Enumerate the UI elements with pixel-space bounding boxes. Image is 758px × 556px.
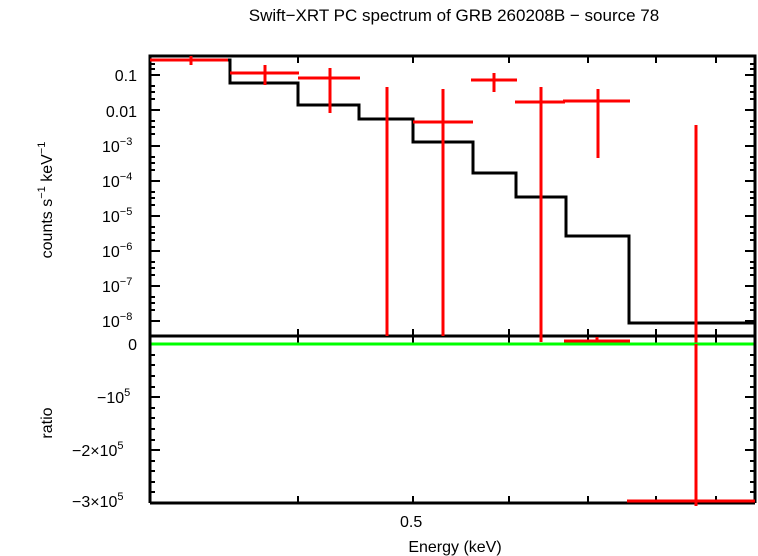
svg-text:0: 0 [128,337,137,354]
x-axis-label: Energy (keV) [408,539,501,556]
svg-text:0.01: 0.01 [106,104,137,121]
svg-text:10−4: 10−4 [102,171,132,191]
svg-text:−2×105: −2×105 [72,440,124,460]
top-left-ticks [150,63,160,322]
ratio-y-tick-labels: −105 −2×105 −3×105 [72,387,130,511]
model-step-line [150,58,755,325]
svg-text:10−8: 10−8 [102,311,132,331]
svg-text:10−6: 10−6 [102,241,132,261]
bottom-panel [148,336,757,506]
top-y-axis-label: counts s−1 keV−1 [36,142,56,259]
mid-x-ticks [297,329,717,343]
svg-text:−3×105: −3×105 [72,491,124,511]
svg-text:0.1: 0.1 [115,68,137,85]
top-panel [148,54,757,346]
svg-text:10−3: 10−3 [102,136,132,156]
top-x-ticks [297,56,717,63]
top-panel-frame [148,54,757,338]
ratio-y-ticks [150,354,755,493]
top-right-ticks [745,63,755,322]
top-y-tick-labels: 0.1 0.01 10−3 10−4 10−5 10−6 10−7 10−8 0 [102,68,137,354]
x-tick-label-0.5: 0.5 [400,514,422,531]
data-points [150,56,698,344]
chart-title: Swift−XRT PC spectrum of GRB 260208B − s… [248,6,660,25]
svg-text:10−5: 10−5 [102,206,132,226]
svg-text:−105: −105 [97,387,130,407]
ratio-y-axis-label: ratio [39,407,56,438]
ratio-points [627,344,755,506]
svg-text:10−7: 10−7 [102,276,132,296]
